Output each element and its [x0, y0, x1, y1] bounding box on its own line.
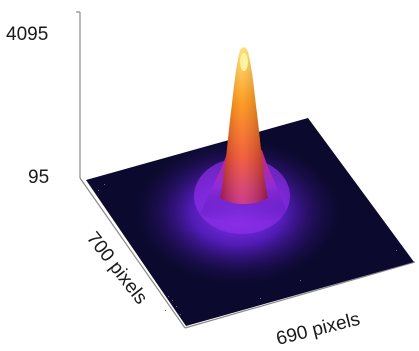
x-axis-line [184, 261, 416, 329]
peak-tip-highlight [240, 53, 248, 71]
z-tick-max: 4095 [6, 24, 48, 45]
peak-spike-shading [220, 47, 268, 204]
x-axis-label: 690 pixels [274, 309, 362, 350]
y-axis-line [79, 177, 186, 329]
floor-noise [98, 184, 397, 315]
z-tick-min: 95 [28, 167, 49, 188]
